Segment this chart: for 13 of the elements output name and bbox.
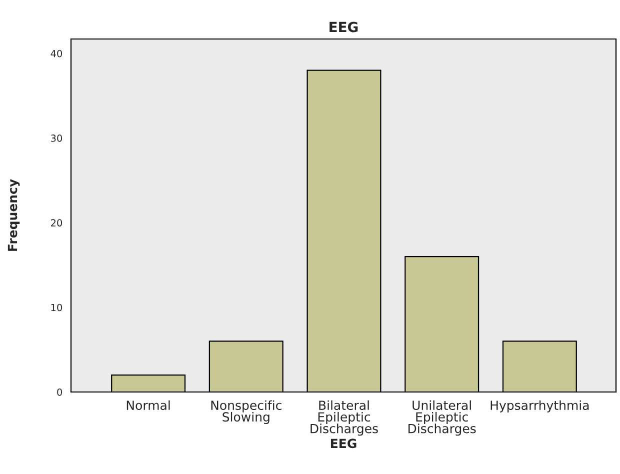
x-axis-title: EEG: [330, 438, 356, 448]
y-tick-label: 10: [51, 304, 62, 312]
y-tick-label: 20: [51, 219, 62, 227]
y-tick-label: 30: [51, 134, 62, 142]
x-tick-label: Unilateral Epileptic Discharges: [408, 400, 476, 436]
x-tick-label: Bilateral Epileptic Discharges: [310, 400, 378, 436]
x-tick-label: Nonspecific Slowing: [211, 400, 282, 424]
x-tick-label: Hypsarrhythmia: [490, 400, 589, 412]
chart-title: EEG: [330, 22, 358, 32]
x-tick-label: Normal: [126, 400, 170, 410]
y-tick-label: 40: [50, 50, 62, 58]
y-axis-title: Frequency: [8, 179, 20, 251]
y-tick-label: 0: [57, 388, 62, 396]
